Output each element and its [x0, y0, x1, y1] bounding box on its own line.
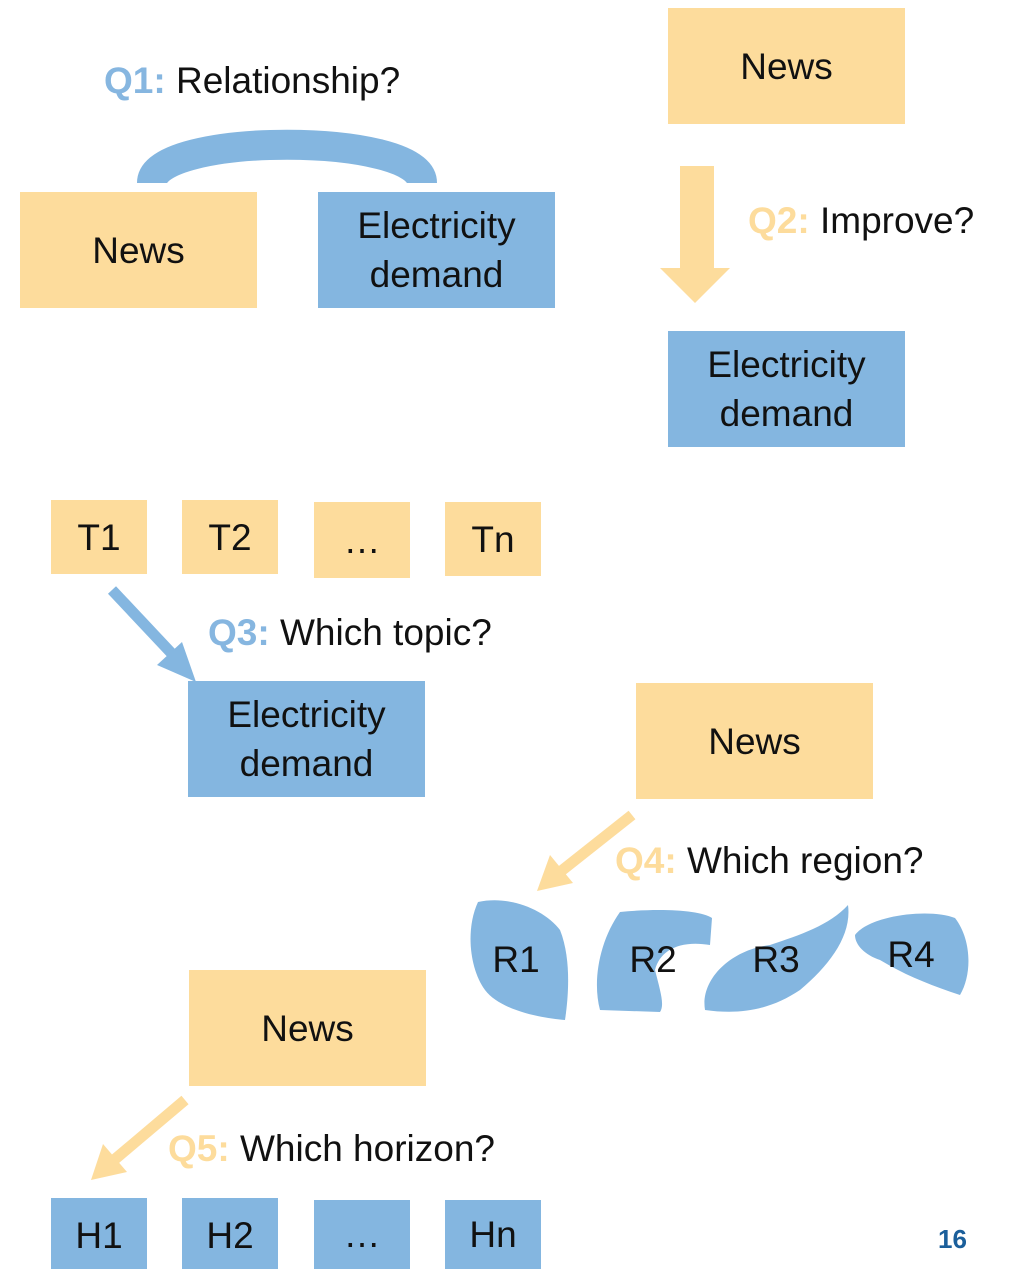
question-label: Q2:: [748, 200, 810, 241]
topic: T1: [51, 500, 147, 574]
horizon: Hn: [445, 1200, 541, 1269]
region-shape: [855, 913, 969, 995]
question-label: Q5:: [168, 1128, 230, 1169]
question-label: Q4:: [615, 840, 677, 881]
node: News: [636, 683, 873, 799]
node: Electricity demand: [318, 192, 555, 308]
question-text: Which topic?: [279, 612, 492, 653]
node: News: [189, 970, 426, 1086]
question: Q5: Which horizon?: [168, 1128, 495, 1170]
region-arrow-shaft: [556, 810, 636, 877]
relationship-arc: [137, 129, 437, 187]
region-label: R4: [887, 934, 935, 975]
question-label: Q1:: [104, 60, 166, 101]
question: Q1: Relationship?: [104, 60, 400, 102]
region-shape: [704, 905, 849, 1012]
topic: Tn: [445, 502, 541, 576]
horizon: H2: [182, 1198, 278, 1269]
topic: T2: [182, 500, 278, 574]
improve-arrow: [660, 166, 730, 303]
region-label: R3: [752, 939, 800, 980]
horizon-arrow-shaft: [110, 1095, 189, 1165]
horizon: …: [314, 1200, 410, 1269]
question-text: Relationship?: [175, 60, 401, 101]
horizon-arrow-head: [91, 1144, 127, 1180]
node: News: [20, 192, 257, 308]
question-text: Which horizon?: [239, 1128, 495, 1169]
question-text: Which region?: [686, 840, 924, 881]
node: News: [668, 8, 905, 124]
region-label: R1: [492, 939, 540, 980]
region-arrow-head: [537, 855, 573, 891]
region-label: R2: [629, 939, 677, 980]
question: Q3: Which topic?: [208, 612, 492, 654]
region-shape: [596, 910, 712, 1012]
question: Q4: Which region?: [615, 840, 923, 882]
region-shape: [470, 900, 569, 1020]
topic-arrow-head: [157, 642, 196, 682]
node: Electricity demand: [188, 681, 425, 797]
topic-arrow-shaft: [107, 586, 180, 661]
question-text: Improve?: [819, 200, 975, 241]
question-label: Q3:: [208, 612, 270, 653]
node: Electricity demand: [668, 331, 905, 447]
topic: …: [314, 502, 410, 578]
horizon: H1: [51, 1198, 147, 1269]
question: Q2: Improve?: [748, 200, 974, 242]
page-number: 16: [938, 1224, 967, 1254]
